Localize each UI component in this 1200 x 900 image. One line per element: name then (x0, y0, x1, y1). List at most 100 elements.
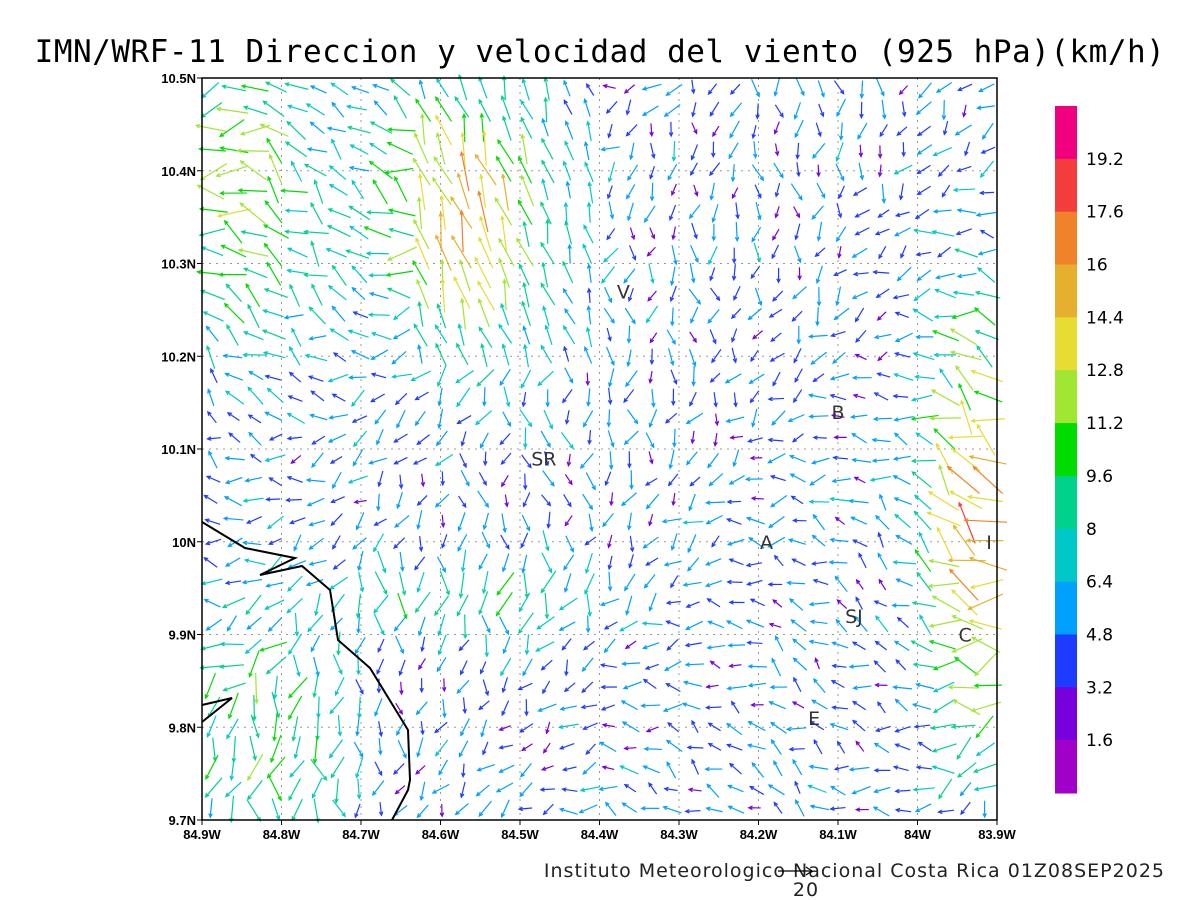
wind-vector-head (731, 193, 737, 200)
wind-vector-shaft (608, 555, 613, 570)
wind-vector-head (356, 713, 362, 719)
wind-vector-head (224, 479, 231, 485)
wind-vector-shaft (497, 139, 514, 165)
wind-vector-head (418, 173, 423, 179)
wind-vector (578, 804, 598, 814)
wind-vector-shaft (974, 652, 998, 676)
wind-vector-shaft (377, 550, 386, 573)
wind-vector-shaft (374, 518, 387, 526)
wind-vector-head (416, 813, 422, 819)
wind-vector (500, 657, 512, 677)
wind-vector (627, 287, 634, 303)
wind-vector-head (327, 378, 333, 383)
wind-vector-head (747, 721, 753, 726)
wind-vector-head (420, 730, 425, 736)
x-axis-ticks: 84.9W 84.8W 84.7W 84.6W 84.5W 84.4W 84.3W 84.2W… (183, 820, 1017, 842)
wind-vector-head (932, 688, 939, 693)
wind-vector-shaft (563, 766, 577, 771)
wind-vector (482, 512, 490, 531)
wind-vector (649, 165, 656, 180)
wind-vector (540, 241, 555, 265)
wind-vector-head (771, 420, 777, 426)
wind-vector-shaft (207, 437, 221, 440)
wind-vector-shaft (243, 331, 264, 341)
wind-vector-shaft (291, 161, 303, 182)
wind-vector (910, 414, 939, 421)
wind-vector (434, 739, 449, 757)
wind-vector-shaft (664, 787, 678, 792)
wind-vector-head (481, 588, 487, 595)
wind-vector-head (522, 502, 527, 508)
wind-vector (688, 288, 701, 305)
wind-vector (561, 766, 577, 772)
wind-vector-head (835, 300, 840, 307)
wind-vector (206, 715, 217, 738)
wind-vector (816, 164, 821, 178)
wind-vector (521, 300, 531, 326)
wind-vector-shaft (459, 639, 470, 651)
wind-vector (345, 104, 367, 111)
wind-vector-shaft (685, 642, 702, 647)
wind-vector (377, 550, 387, 574)
wind-vector-shaft (735, 202, 739, 219)
x-tick-label: 84.3W (660, 827, 698, 842)
wind-vector-shaft (709, 267, 716, 281)
wind-vector-shaft (352, 86, 370, 94)
colorbar-label: 19.2 (1086, 150, 1124, 170)
wind-vector-shaft (243, 497, 264, 502)
wind-vector (586, 287, 592, 304)
wind-vector-shaft (833, 80, 845, 95)
wind-vector (727, 643, 746, 648)
wind-vector-head (815, 278, 821, 285)
wind-vector (603, 621, 618, 630)
wind-vector-shaft (499, 744, 514, 749)
wind-vector-shaft (332, 393, 346, 402)
wind-vector-shaft (855, 307, 865, 322)
wind-vector-head (789, 473, 795, 478)
wind-vector-shaft (788, 414, 805, 422)
wind-vector (500, 452, 512, 466)
wind-vector-head (242, 498, 248, 503)
wind-vector-head (644, 665, 651, 670)
wind-vector-head (308, 336, 314, 341)
wind-vector-shaft (812, 534, 826, 547)
wind-vector-shaft (503, 636, 511, 654)
wind-vector (877, 209, 890, 218)
wind-vector-shaft (373, 84, 390, 91)
wind-vector (774, 182, 781, 198)
wind-vector-head (284, 141, 291, 146)
wind-vector-head (502, 115, 507, 121)
wind-vector-head (415, 769, 421, 775)
wind-vector-shaft (565, 535, 574, 552)
wind-vector-shaft (245, 559, 266, 566)
wind-vector-shaft (524, 344, 530, 368)
wind-vector-head (726, 685, 732, 691)
wind-vector-head (310, 201, 315, 208)
wind-vector (768, 308, 783, 318)
wind-vector (812, 578, 829, 586)
wind-vector (584, 536, 597, 546)
wind-vector-shaft (669, 449, 675, 469)
wind-vector (194, 123, 227, 132)
wind-vector (952, 699, 981, 716)
wind-vector-head (969, 584, 976, 590)
wind-vector-head (582, 645, 589, 651)
wind-vector (522, 325, 531, 345)
wind-vector (684, 662, 705, 667)
wind-vector-shaft (310, 121, 325, 135)
wind-vector-shaft (502, 553, 510, 572)
wind-vector-head (226, 323, 231, 330)
wind-vector (892, 294, 910, 300)
wind-vector (831, 705, 848, 710)
wind-vector (305, 578, 324, 587)
wind-vector-head (894, 788, 900, 794)
wind-vector-head (724, 379, 730, 384)
wind-vector-head (568, 480, 573, 486)
wind-vector (393, 433, 408, 443)
wind-vector-head (877, 552, 882, 558)
wind-vector (621, 721, 640, 733)
wind-vector-head (264, 81, 271, 86)
wind-vector-shaft (929, 619, 962, 627)
wind-vector-head (770, 502, 776, 508)
wind-vector-head (436, 77, 441, 83)
